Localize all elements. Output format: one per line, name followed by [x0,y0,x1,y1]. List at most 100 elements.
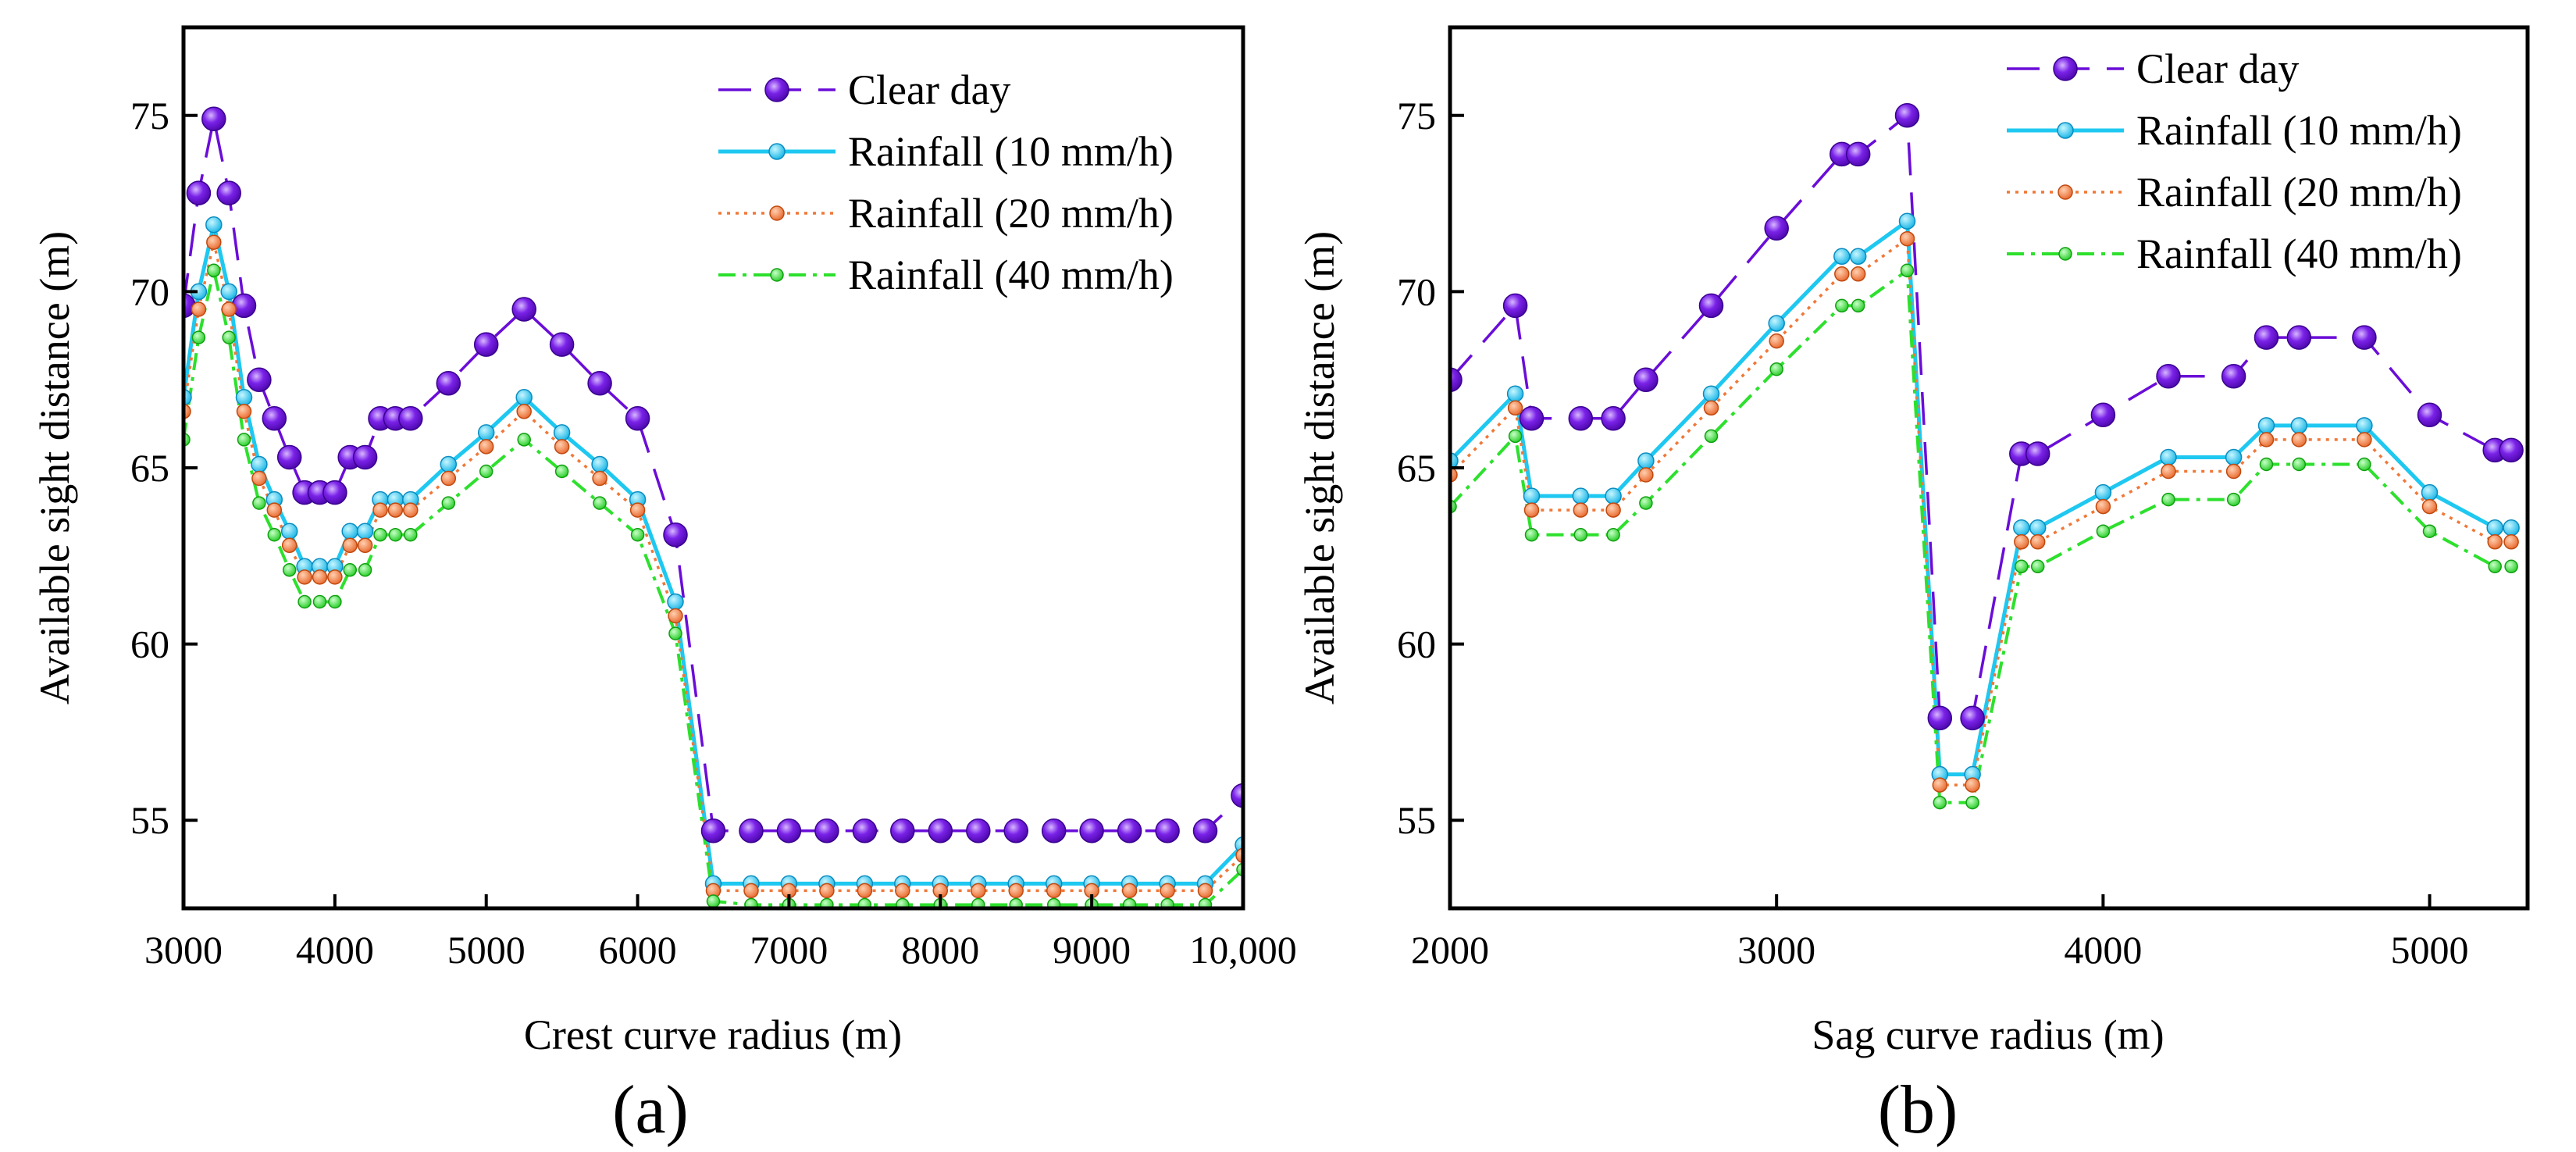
panel-a-point-r40 [404,527,418,542]
panel-a-legend-marker-clear [764,77,789,102]
panel-a-point-r20 [895,883,910,899]
panel-a-point-r40 [857,897,872,908]
panel-a-point-r20 [206,234,222,250]
panel-b-x-axis: 2000 3000 4000 5000 [1411,894,2469,972]
panel-a-point-r40 [630,527,645,542]
panel-b-point-r40 [2422,524,2437,538]
panel-b-point-clear [2417,402,2442,428]
panel-b-legend-label-r40: Rainfall (40 mm/h) [2136,230,2462,277]
panel-b-point-r10 [2013,519,2030,537]
panel-b-point-r40 [2357,457,2371,472]
panel-a-point-clear [473,332,499,357]
panel-b-point-clear [1502,293,1528,319]
panel-a-point-clear [1079,818,1104,843]
panel-b-point-r10 [1572,487,1590,505]
panel-b-point-r20 [2029,534,2046,550]
panel-a-point-clear [398,406,423,431]
panel-b-y-tick-label: 70 [1397,269,1436,313]
panel-a-point-r10 [341,523,358,540]
panel-a-point-r20 [236,404,252,419]
panel-a-point-clear [776,818,802,843]
panel-a-point-r10 [440,455,458,473]
panel-a-point-r40 [706,894,721,908]
panel-a-point-r20 [478,439,494,455]
panel-a-point-r20 [554,439,570,455]
panel-a-point-clear [814,818,839,843]
panel-b-point-clear [2499,437,2524,463]
panel-a-point-r40 [388,527,403,542]
panel-a-point-r40 [222,330,236,344]
panel-a-point-clear [262,406,287,431]
panel-a-point-r10 [235,389,253,406]
panel-b-point-r40 [2259,457,2274,472]
panel-b-point-r10 [2290,417,2308,434]
panel-b-legend-marker-r10 [2057,122,2074,139]
panel-b-point-r40 [1639,496,1653,510]
panel-b-legend-label-r20: Rainfall (20 mm/h) [2136,169,2462,216]
panel-a-point-clear [276,444,302,470]
panel-b-x-tick-label: 3000 [1737,928,1815,972]
panel-a-point-clear [1231,783,1243,808]
panel-a-point-clear [966,818,991,843]
panel-b-point-r10 [1506,385,1524,402]
panel-a-point-r40 [282,563,297,577]
panel-b-point-r10 [1702,385,1720,402]
panel-b-point-r10 [2160,448,2177,466]
panel-b-legend-marker-r40 [2058,247,2072,261]
panel-a-point-r40 [971,897,985,908]
panel-a-plot-area [183,106,1243,908]
panel-a-point-r40 [1198,897,1213,908]
panel-a-point-r20 [281,537,298,554]
panel-b-point-clear [2286,325,2312,350]
panel-a-point-r10 [205,216,223,234]
panel-b-series-line-r20 [1450,237,2512,786]
panel-b-point-r10 [1898,212,1916,230]
panel-a-point-r40 [252,496,266,510]
panel-b-point-r20 [1769,333,1784,349]
panel-b-point-clear [1927,705,1953,731]
panel-b-point-r20 [1703,400,1719,416]
panel-b-point-clear [2221,363,2246,389]
panel-b-y-tick-label: 60 [1397,622,1436,666]
panel-a-point-clear [322,480,347,505]
panel-b-point-r40 [2096,524,2111,538]
panel-a-point-r40 [896,897,910,908]
panel-b-point-r10 [2029,519,2047,537]
panel-b-point-r20 [2095,498,2111,515]
panel-b-point-clear [1698,293,1724,319]
panel-b-point-r40 [1851,298,1865,313]
panel-a-point-clear [1117,818,1142,843]
panel-a-x-tick-label: 7000 [750,928,828,972]
panel-a-point-r40 [479,464,493,479]
panel-a-y-tick-label: 70 [130,269,169,313]
panel-b-point-r10 [1849,248,1867,266]
panel-a-point-r20 [668,608,683,624]
panel-a-x-tick-label: 6000 [599,928,677,972]
panel-b-point-r20 [2258,432,2275,448]
panel-b-chart: 2000 3000 4000 5000 55 60 65 70 75 Sag curve ra… [1296,25,2530,1148]
panel-a-x-axis-title: Crest curve radius (m) [524,1011,902,1058]
panel-a-point-r20 [327,569,343,585]
panel-b-point-clear [1764,216,1789,241]
panel-b-x-tick-label: 5000 [2391,928,2469,972]
panel-b-point-r20 [1638,467,1654,483]
panel-b-y-axis: 55 60 65 70 75 [1397,94,1464,842]
panel-a-y-axis: 55 60 65 70 75 [130,94,198,842]
panel-a-point-clear [201,106,226,132]
panel-a-point-clear [352,444,378,470]
panel-b-point-r20 [1605,502,1621,518]
panel-b-point-r40 [1704,429,1719,444]
panel-a-label: (a) [612,1072,689,1148]
panel-b-point-r20 [1850,266,1866,282]
panel-a-point-r20 [857,883,873,899]
panel-b-point-r40 [2488,559,2502,574]
panel-b-point-clear [1634,367,1659,392]
panel-b-point-r40 [1606,527,1620,542]
panel-a-legend-label-r20: Rainfall (20 mm/h) [848,190,1174,237]
panel-a-point-r40 [373,527,387,542]
panel-b-point-r10 [2257,417,2275,434]
panel-b-plot-area [1450,103,2524,810]
panel-a-point-clear [549,332,575,357]
panel-b-point-r40 [1508,429,1523,444]
panel-a-series-line-r40 [183,269,1243,907]
